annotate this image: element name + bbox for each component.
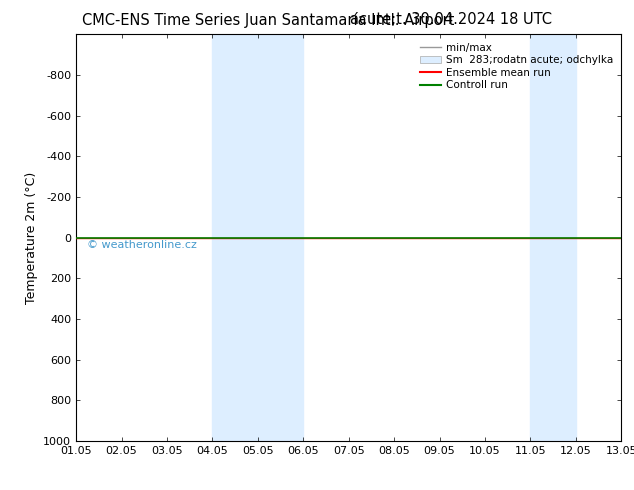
- Text: © weatheronline.cz: © weatheronline.cz: [87, 240, 197, 250]
- Bar: [212, 34, 303, 441]
- Y-axis label: Temperature 2m (°C): Temperature 2m (°C): [25, 172, 37, 304]
- Legend: min/max, Sm  283;rodatn acute; odchylka, Ensemble mean run, Controll run: min/max, Sm 283;rodatn acute; odchylka, …: [417, 40, 616, 94]
- Text: acute;t. 30.04.2024 18 UTC: acute;t. 30.04.2024 18 UTC: [349, 12, 552, 27]
- Bar: [531, 34, 576, 441]
- Text: CMC-ENS Time Series Juan Santamaría Intl. Airport: CMC-ENS Time Series Juan Santamaría Intl…: [82, 12, 455, 28]
